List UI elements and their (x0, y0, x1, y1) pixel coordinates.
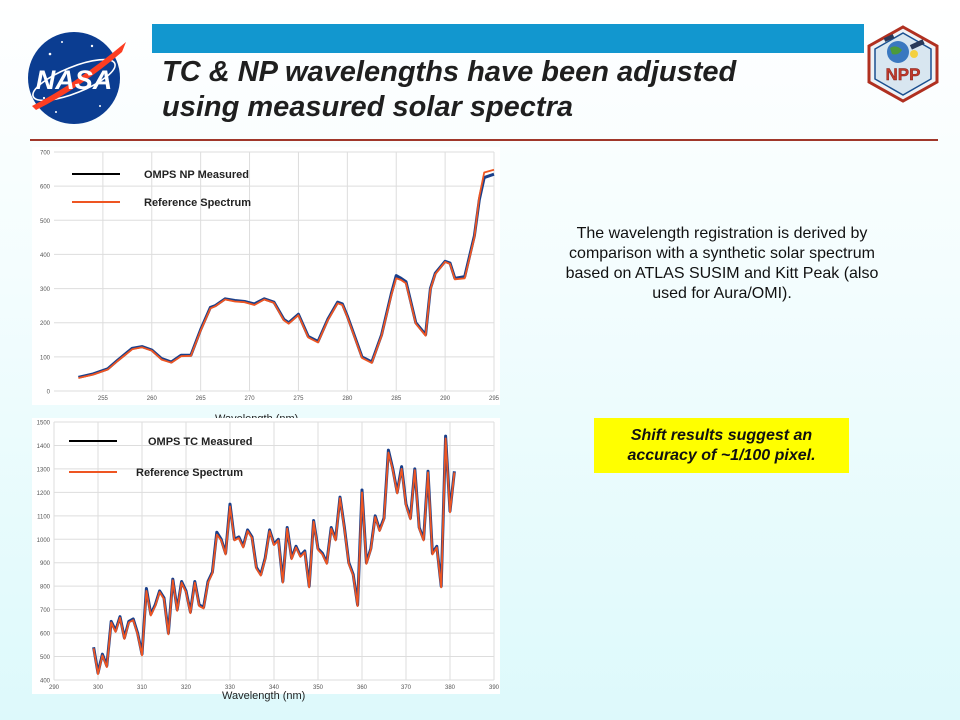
chart0-ytick-7: 700 (40, 151, 51, 157)
chart0-ytick-1: 100 (40, 355, 51, 361)
npp-logo-text: NPP (886, 65, 921, 84)
chart1-xtick-5: 340 (269, 685, 280, 691)
chart1-ytick-11: 1500 (37, 421, 51, 427)
slide-title-line-2: using measured solar spectra (162, 91, 573, 123)
chart0-xtick-6: 285 (391, 396, 402, 402)
chart0-xtick-0: 255 (98, 396, 109, 402)
chart1-legend-label-0: OMPS TC Measured (148, 436, 253, 448)
chart1-ytick-4: 800 (40, 585, 51, 591)
chart1-xtick-1: 300 (93, 685, 104, 691)
chart0-ytick-0: 0 (47, 390, 51, 396)
chart0-legend-label-1: Reference Spectrum (144, 197, 251, 209)
chart1-xtick-2: 310 (137, 685, 148, 691)
tc-x-axis-label: Wavelength (nm) (222, 690, 306, 702)
chart1-series-1 (92, 437, 456, 676)
chart1-xtick-0: 290 (49, 685, 60, 691)
chart1-ytick-6: 1000 (37, 538, 51, 544)
chart0-ytick-5: 500 (40, 219, 51, 225)
nasa-logo: NASA (28, 32, 126, 124)
chart0-xtick-2: 265 (196, 396, 207, 402)
chart0-ytick-3: 300 (40, 287, 51, 293)
chart1-xtick-9: 380 (445, 685, 456, 691)
chart0-xtick-3: 270 (245, 396, 256, 402)
chart1-ytick-0: 400 (40, 679, 51, 685)
chart0-ytick-4: 400 (40, 253, 51, 259)
chart1-ytick-7: 1100 (37, 514, 51, 520)
chart1-xtick-7: 360 (357, 685, 368, 691)
chart1-xtick-8: 370 (401, 685, 412, 691)
chart1-xtick-10: 390 (489, 685, 500, 691)
chart0-xtick-4: 275 (293, 396, 304, 402)
chart-tc: 400 500 600 700 800 900 1000 1100 1200 1300 1400 15… (32, 418, 500, 694)
divider-line (30, 139, 938, 141)
chart1-xtick-6: 350 (313, 685, 324, 691)
npp-logo: NPP (867, 25, 939, 103)
chart0-ytick-6: 600 (40, 185, 51, 191)
chart1-xtick-3: 320 (181, 685, 192, 691)
nasa-logo-text: NASA (36, 65, 113, 95)
chart1-ytick-8: 1200 (37, 491, 51, 497)
chart0-series-1 (78, 168, 495, 379)
chart1-ytick-9: 1300 (37, 467, 51, 473)
chart1-ytick-1: 500 (40, 655, 51, 661)
chart1-ytick-2: 600 (40, 632, 51, 638)
chart-np: 0 100 200 300 400 500 600 700 255 260 265 270 275 280… (32, 147, 500, 405)
chart1-xtick-4: 330 (225, 685, 236, 691)
slide-title-line-1: TC & NP wavelengths have been adjusted (162, 56, 737, 88)
chart0-xtick-1: 260 (147, 396, 158, 402)
chart0-xtick-8: 295 (489, 396, 500, 402)
title-bar (152, 24, 864, 53)
chart0-legend-label-0: OMPS NP Measured (144, 169, 249, 181)
slide-title: TC & NP wavelengths have been adjusted u… (162, 55, 852, 125)
accuracy-callout: Shift results suggest an accuracy of ~1/… (594, 418, 849, 473)
chart0-xtick-7: 290 (440, 396, 451, 402)
description-text: The wavelength registration is derived b… (565, 225, 879, 302)
chart0-xtick-5: 280 (342, 396, 353, 402)
accuracy-callout-text: Shift results suggest an accuracy of ~1/… (627, 426, 816, 464)
chart0-ytick-2: 200 (40, 321, 51, 327)
chart1-ytick-5: 900 (40, 561, 51, 567)
chart1-legend-label-1: Reference Spectrum (136, 467, 243, 479)
chart1-ytick-3: 700 (40, 608, 51, 614)
chart1-ytick-10: 1400 (37, 444, 51, 450)
